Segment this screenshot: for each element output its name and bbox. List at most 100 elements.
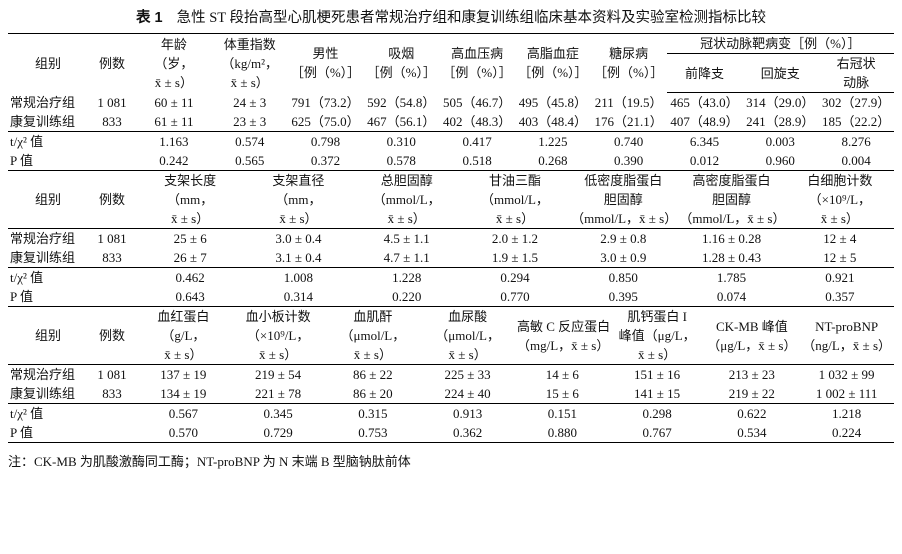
header-line: 支架直径 — [272, 173, 325, 188]
value-cell: 1 032 ± 99 — [818, 367, 875, 382]
value-cell: 86 ± 20 — [353, 386, 393, 401]
value-cell: 0.643 — [175, 289, 205, 304]
empty-cell — [88, 151, 136, 170]
column-header: 高敏 C 反应蛋白 （mg/L，x̄ ± s） — [515, 306, 611, 365]
value-cell: 407（48.9） — [670, 114, 739, 129]
header-line: 男性 — [312, 46, 339, 62]
value-cell: 403（48.4） — [518, 114, 588, 129]
value-cell: 791（73.2） — [291, 94, 360, 110]
row-label: 常规治疗组 — [10, 231, 76, 246]
value-cell: 241（28.9） — [746, 114, 815, 129]
row-label: 康复训练组 — [10, 250, 76, 265]
row-count: 1 081 — [97, 94, 127, 110]
value-cell: 2.9 ± 0.8 — [600, 231, 647, 246]
value-cell: 314（29.0） — [746, 95, 815, 110]
column-header: 低密度脂蛋白 胆固醇 （mmol/L，x̄ ± s） — [569, 170, 678, 229]
data-row: 康复训练组 833 134 ± 19 221 ± 78 86 ± 20 224 ± 40 1… — [8, 384, 894, 404]
title-text: 急性 ST 段抬高型心肌梗死患者常规治疗组和康复训练组临床基本资料及实验室检测指… — [176, 10, 766, 26]
data-row: 常规治疗组 1 081 25 ± 6 3.0 ± 0.4 4.5 ± 1.1 2.0 ± … — [8, 229, 894, 249]
value-cell: 625（75.0） — [291, 114, 360, 129]
header-line: 甘油三酯 — [488, 173, 541, 188]
header-line: （×10⁹/L， — [808, 192, 872, 207]
value-cell: 0.310 — [363, 131, 440, 151]
column-header: CK-MB 峰值 （μg/L，x̄ ± s） — [704, 306, 800, 365]
header-line: 右冠状 — [836, 56, 876, 71]
column-header: 年龄 （岁， x̄ ± s） — [136, 34, 212, 93]
header-line: 高脂血症 — [526, 46, 579, 62]
header-line: 低密度脂蛋白 — [584, 173, 663, 188]
header-row: 组别 例数 年龄 （岁， x̄ ± s） 体重指数 （kg/m²， x̄ ± s） 男性 ［例（%… — [8, 33, 894, 90]
group-header: 组别 — [34, 55, 61, 71]
header-line: 血肌酐 — [353, 309, 393, 324]
header-line: （mmol/L， — [372, 192, 441, 207]
header-line: ［例（%）］ — [594, 65, 664, 81]
data-row: t/χ² 值 1.163 0.574 0.798 0.310 0.417 1.225 0.74… — [8, 131, 894, 151]
row-label: t/χ² 值 — [8, 131, 88, 151]
column-header: 高血压病 ［例（%）］ — [439, 34, 515, 93]
value-cell: 151 ± 16 — [634, 367, 681, 382]
header-line: 支架长度 — [164, 173, 217, 188]
value-cell: 0.395 — [608, 289, 638, 304]
header-line: 血红蛋白 — [157, 309, 210, 324]
header-line: 胆固醇 — [712, 192, 752, 207]
header-line: （岁， — [154, 55, 194, 71]
value-cell: 219 ± 22 — [728, 386, 775, 401]
header-line: x̄ ± s） — [279, 211, 318, 226]
value-cell: 4.5 ± 1.1 — [383, 231, 430, 246]
data-row: t/χ² 值 0.567 0.345 0.315 0.913 0.151 0.298 0.62… — [8, 403, 894, 423]
column-header: 血红蛋白 （g/L， x̄ ± s） — [136, 306, 231, 365]
column-header: 回旋支 — [742, 53, 819, 93]
value-cell: 0.913 — [420, 403, 515, 423]
value-cell: 15 ± 6 — [545, 386, 579, 401]
header-line: 糖尿病 — [609, 46, 649, 62]
count-header: 例数 — [88, 170, 136, 229]
data-row: 常规治疗组 1 081 137 ± 19 219 ± 54 86 ± 22 225 ± 3… — [8, 365, 894, 385]
header-line: x̄ ± s） — [171, 211, 210, 226]
count-header: 例数 — [98, 55, 125, 71]
value-cell: 185（22.2） — [821, 114, 891, 129]
header-line: （mg/L，x̄ ± s） — [517, 337, 610, 353]
value-cell: 1.225 — [514, 131, 591, 151]
header-line: （×10⁹/L， — [246, 328, 310, 343]
header-line: 胆固醇 — [603, 192, 643, 207]
empty-cell — [88, 403, 136, 423]
row-label: 常规治疗组 — [10, 367, 76, 382]
data-row: P 值 0.570 0.729 0.753 0.362 0.880 0.767 0.534 0.… — [8, 423, 894, 443]
value-cell: 0.574 — [211, 131, 288, 151]
data-table: 组别 例数 年龄 （岁， x̄ ± s） 体重指数 （kg/m²， x̄ ± s） 男性 ［例（%… — [8, 33, 894, 170]
header-line: （mmol/L， — [481, 192, 549, 207]
value-cell: 3.0 ± 0.9 — [600, 250, 647, 265]
value-cell: 0.372 — [310, 153, 341, 168]
column-header: 高脂血症 ［例（%）］ — [515, 34, 591, 93]
header-line: CK-MB 峰值 — [715, 318, 788, 334]
value-cell: 402（48.3） — [442, 114, 512, 129]
data-row: 康复训练组 833 26 ± 7 3.1 ± 0.4 4.7 ± 1.1 1.9 ± 1.… — [8, 248, 894, 268]
column-header: 糖尿病 ［例（%）］ — [591, 34, 667, 93]
row-label: 常规治疗组 — [10, 94, 76, 110]
value-cell: 12 ± 4 — [823, 231, 857, 246]
value-cell: 0.570 — [168, 425, 198, 440]
row-count: 833 — [102, 250, 122, 265]
header-line: （kg/m²， — [221, 55, 278, 71]
value-cell: 12 ± 5 — [823, 250, 857, 265]
empty-cell — [88, 267, 136, 287]
header-line: 白细胞计数 — [807, 173, 873, 188]
header-line: 血小板计数 — [245, 309, 311, 324]
value-cell: 592（54.8） — [367, 94, 436, 110]
value-cell: 0.740 — [590, 131, 667, 151]
header-line: 高密度脂蛋白 — [692, 173, 771, 188]
data-table: 组别 例数 血红蛋白 （g/L， x̄ ± s） 血小板计数 （×10⁹/L， x̄ ± s）… — [8, 306, 894, 443]
value-cell: 0.315 — [325, 403, 421, 423]
header-row: 前降支 回旋支 右冠状 动脉 — [8, 53, 894, 93]
group-title: 冠状动脉靶病变［例（%）］ — [666, 33, 894, 54]
header-line: 高敏 C 反应蛋白 — [517, 318, 611, 334]
group-header: 组别 — [8, 306, 88, 365]
value-cell: 0.151 — [515, 403, 610, 423]
header-line: 肌钙蛋白 I — [627, 309, 687, 324]
value-cell: 137 ± 19 — [160, 367, 207, 382]
value-cell: 0.880 — [547, 425, 577, 440]
header-line: x̄ ± s） — [448, 347, 487, 362]
column-header: 支架长度 （mm， x̄ ± s） — [136, 170, 245, 229]
column-header: 血尿酸 （μmol/L， x̄ ± s） — [420, 306, 515, 365]
count-header: 例数 — [88, 306, 136, 365]
